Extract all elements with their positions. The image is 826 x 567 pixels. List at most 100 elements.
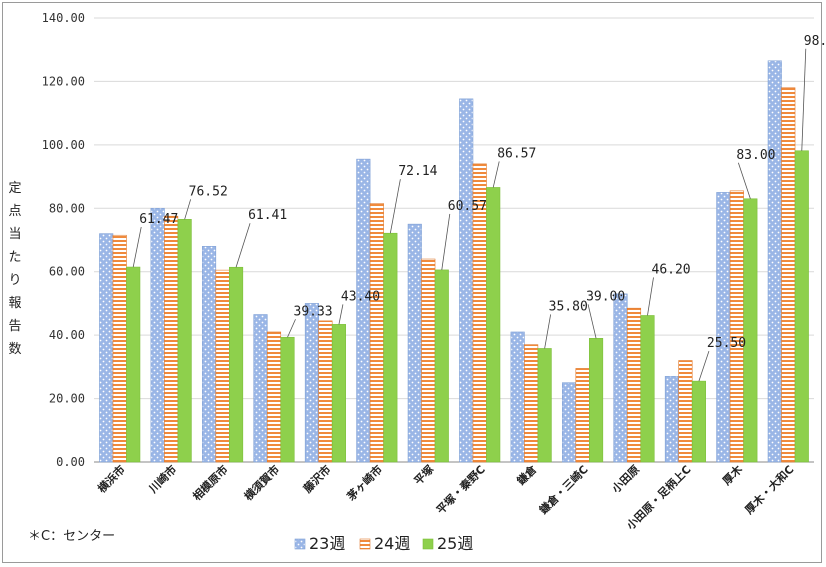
data-label: 72.14 [398, 164, 437, 179]
bar-24週-6 [421, 258, 436, 463]
x-category-label: 横須賀市 [241, 462, 282, 503]
legend-label: 25週 [437, 534, 473, 553]
y-axis-label-char: り [8, 273, 21, 288]
x-category-label: 鎌倉・三崎C [535, 462, 590, 517]
data-label-leader [235, 223, 251, 268]
bar-23週-8 [510, 331, 525, 463]
data-label: 35.80 [549, 299, 588, 314]
bar-23週-6 [407, 223, 422, 463]
data-label-leader [801, 48, 807, 151]
data-label-leader [698, 351, 710, 382]
data-labels: 61.47 76.52 61.41 39.33 43.40 72.14 60.57 86.57… [132, 34, 826, 382]
bar-23週-7 [459, 98, 474, 463]
bar-23週-0 [99, 233, 114, 463]
data-label-leader [287, 319, 296, 338]
x-category-label: 小田原 [608, 462, 642, 496]
x-category-label: 藤沢市 [300, 462, 333, 495]
bar-25週-4 [331, 324, 346, 463]
data-label-leader [647, 277, 654, 316]
bar-25週-6 [434, 269, 449, 463]
data-label: 98.14 [804, 34, 826, 49]
bar-24週-8 [524, 344, 539, 463]
bar-25週-2 [229, 266, 244, 463]
data-label: 39.00 [586, 289, 625, 304]
bar-23週-4 [304, 303, 319, 463]
bar-23週-13 [767, 60, 782, 463]
legend-swatch [359, 538, 371, 550]
legend: 23週 24週 25週 [294, 534, 473, 553]
x-category-label: 平塚・秦野C [433, 462, 488, 517]
y-tick-label: 120.00 [42, 74, 85, 88]
y-axis-label-char: 報 [8, 296, 21, 311]
bar-24週-3 [266, 331, 282, 463]
x-category-label: 鎌倉 [513, 462, 540, 489]
data-label-leader [132, 226, 142, 268]
y-axis-ticks: 0.00 20.00 40.00 60.00 80.00 100.00 120.00 140.… [42, 11, 85, 469]
bar-25週-1 [177, 219, 192, 463]
data-label: 25.50 [707, 336, 746, 351]
bar-24週-4 [318, 320, 333, 463]
y-tick-label: 100.00 [42, 138, 85, 152]
y-tick-label: 140.00 [42, 11, 85, 25]
data-label: 83.00 [736, 148, 775, 163]
data-label-leader [737, 162, 751, 199]
data-label: 43.40 [341, 289, 380, 304]
y-tick-label: 0.00 [56, 455, 85, 469]
data-label: 46.20 [652, 262, 691, 277]
bars [99, 60, 809, 463]
data-label-leader [441, 213, 451, 270]
bar-25週-12 [743, 198, 758, 463]
data-label: 61.47 [139, 212, 178, 227]
data-label-leader [544, 314, 552, 349]
bar-25週-11 [691, 380, 706, 463]
bar-24週-12 [729, 190, 744, 463]
bar-23週-9 [562, 382, 577, 463]
y-axis-label-char: 定 [8, 181, 21, 196]
bar-23週-12 [716, 192, 731, 463]
bar-25週-9 [589, 338, 604, 463]
y-tick-label: 60.00 [49, 265, 85, 279]
bar-24週-13 [781, 87, 796, 463]
bar-23週-5 [356, 158, 371, 463]
data-label-leader [492, 161, 500, 188]
data-label-leader [587, 304, 597, 339]
bar-24週-10 [626, 307, 642, 463]
legend-label: 23週 [309, 534, 345, 553]
bar-24週-0 [112, 234, 127, 463]
bar-23週-3 [253, 314, 268, 463]
y-axis-label-char: 数 [8, 342, 21, 357]
y-tick-label: 80.00 [49, 201, 85, 215]
bar-23週-2 [202, 246, 217, 463]
data-label-leader [184, 199, 192, 220]
x-category-label: 茅ヶ崎市 [344, 462, 385, 503]
x-category-label: 平塚 [411, 462, 436, 487]
bar-23週-10 [613, 293, 628, 463]
x-category-label: 厚木・大和C [742, 462, 797, 517]
bar-23週-11 [664, 376, 679, 463]
y-axis-label-char: 点 [8, 204, 21, 219]
bar-25週-5 [383, 232, 398, 463]
data-label: 60.57 [448, 199, 487, 214]
footnote: ＊C：センター [28, 529, 115, 544]
gridlines [94, 17, 814, 463]
data-label: 61.41 [248, 208, 287, 223]
bar-25週-0 [126, 266, 141, 463]
y-tick-label: 20.00 [49, 392, 85, 406]
bar-25週-3 [280, 336, 295, 463]
x-category-label: 川崎市 [145, 462, 179, 496]
bar-25週-8 [537, 348, 552, 463]
data-label: 86.57 [497, 146, 536, 161]
bar-24週-1 [164, 215, 179, 463]
legend-swatch [422, 538, 434, 550]
x-category-label: 厚木 [720, 462, 746, 488]
x-category-label: 横浜市 [95, 462, 128, 495]
data-label: 76.52 [189, 184, 228, 199]
bar-24週-5 [369, 203, 384, 463]
legend-label: 24週 [374, 534, 410, 553]
bar-25週-10 [640, 315, 655, 463]
x-category-label: 相模原市 [190, 462, 231, 503]
bar-25週-7 [486, 187, 501, 463]
bar-24週-11 [678, 360, 693, 463]
